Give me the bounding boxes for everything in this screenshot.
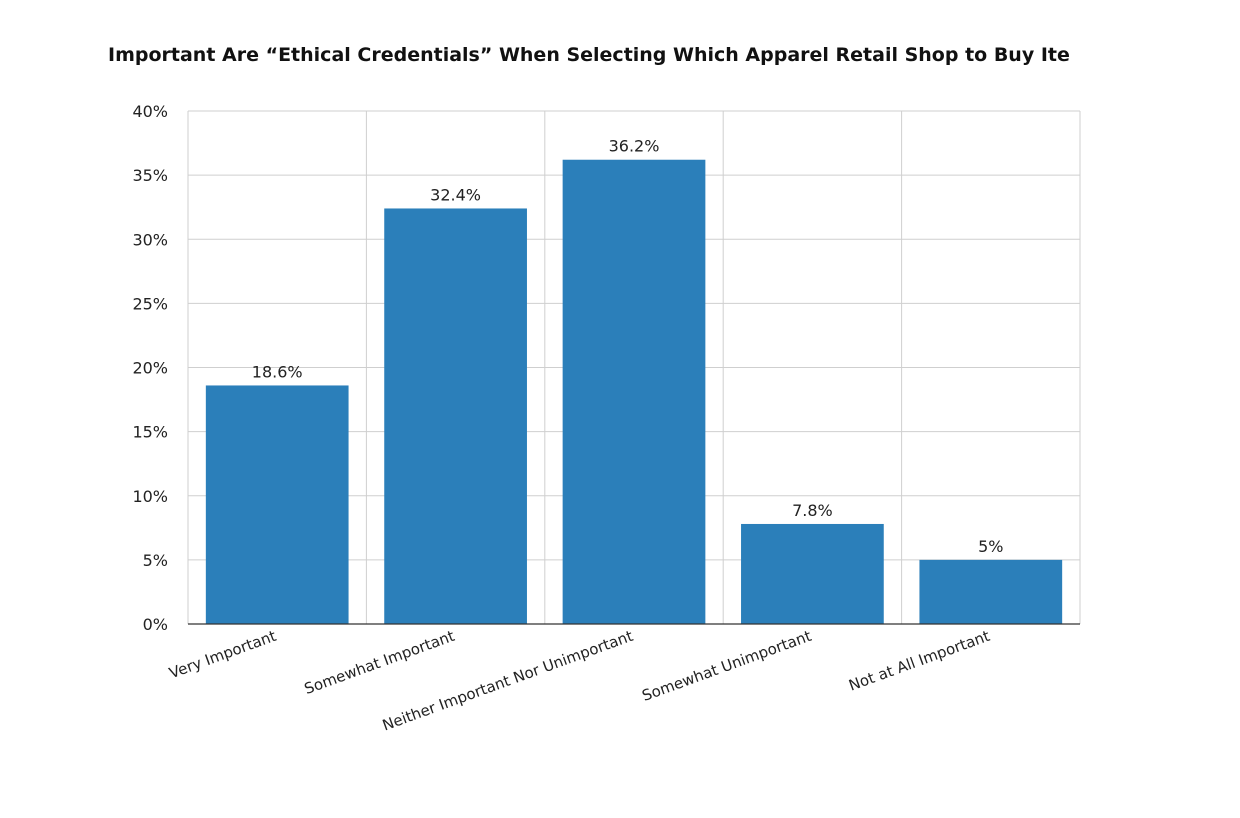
y-axis-ticks: 0% 5% 10% 15% 20% 25% 30% 35% 40% [132, 102, 168, 634]
x-category-label: Very Important [167, 627, 279, 682]
bar [205, 385, 349, 624]
bar [741, 523, 884, 624]
bar-value-label: 5% [978, 537, 1003, 556]
y-tick-label: 15% [132, 423, 168, 442]
bar-value-label: 18.6% [252, 362, 303, 381]
y-tick-label: 40% [132, 102, 168, 121]
x-category-label: Somewhat Unimportant [640, 627, 814, 705]
x-category-label: Somewhat Important [302, 627, 457, 698]
chart-title: Important Are “Ethical Credentials” When… [108, 44, 1070, 66]
y-tick-label: 25% [132, 294, 168, 313]
y-tick-label: 20% [132, 359, 168, 378]
bar-value-label: 32.4% [430, 185, 481, 204]
bars [205, 159, 1063, 625]
bar [919, 559, 1063, 624]
bar [384, 208, 527, 624]
bar-value-label: 7.8% [792, 501, 833, 520]
y-tick-label: 0% [143, 615, 168, 634]
y-tick-label: 35% [132, 166, 168, 185]
bar-value-label: 36.2% [609, 137, 660, 156]
y-tick-label: 30% [132, 230, 168, 249]
x-axis-labels: Very Important Somewhat ImportantNeither … [167, 627, 993, 735]
x-category-label: Not at All Important [846, 627, 992, 695]
value-labels: 18.6% 32.4% 36.2% 7.8% 5% [252, 137, 1004, 556]
bar [562, 159, 706, 625]
y-tick-label: 10% [132, 487, 168, 506]
y-tick-label: 5% [143, 551, 168, 570]
